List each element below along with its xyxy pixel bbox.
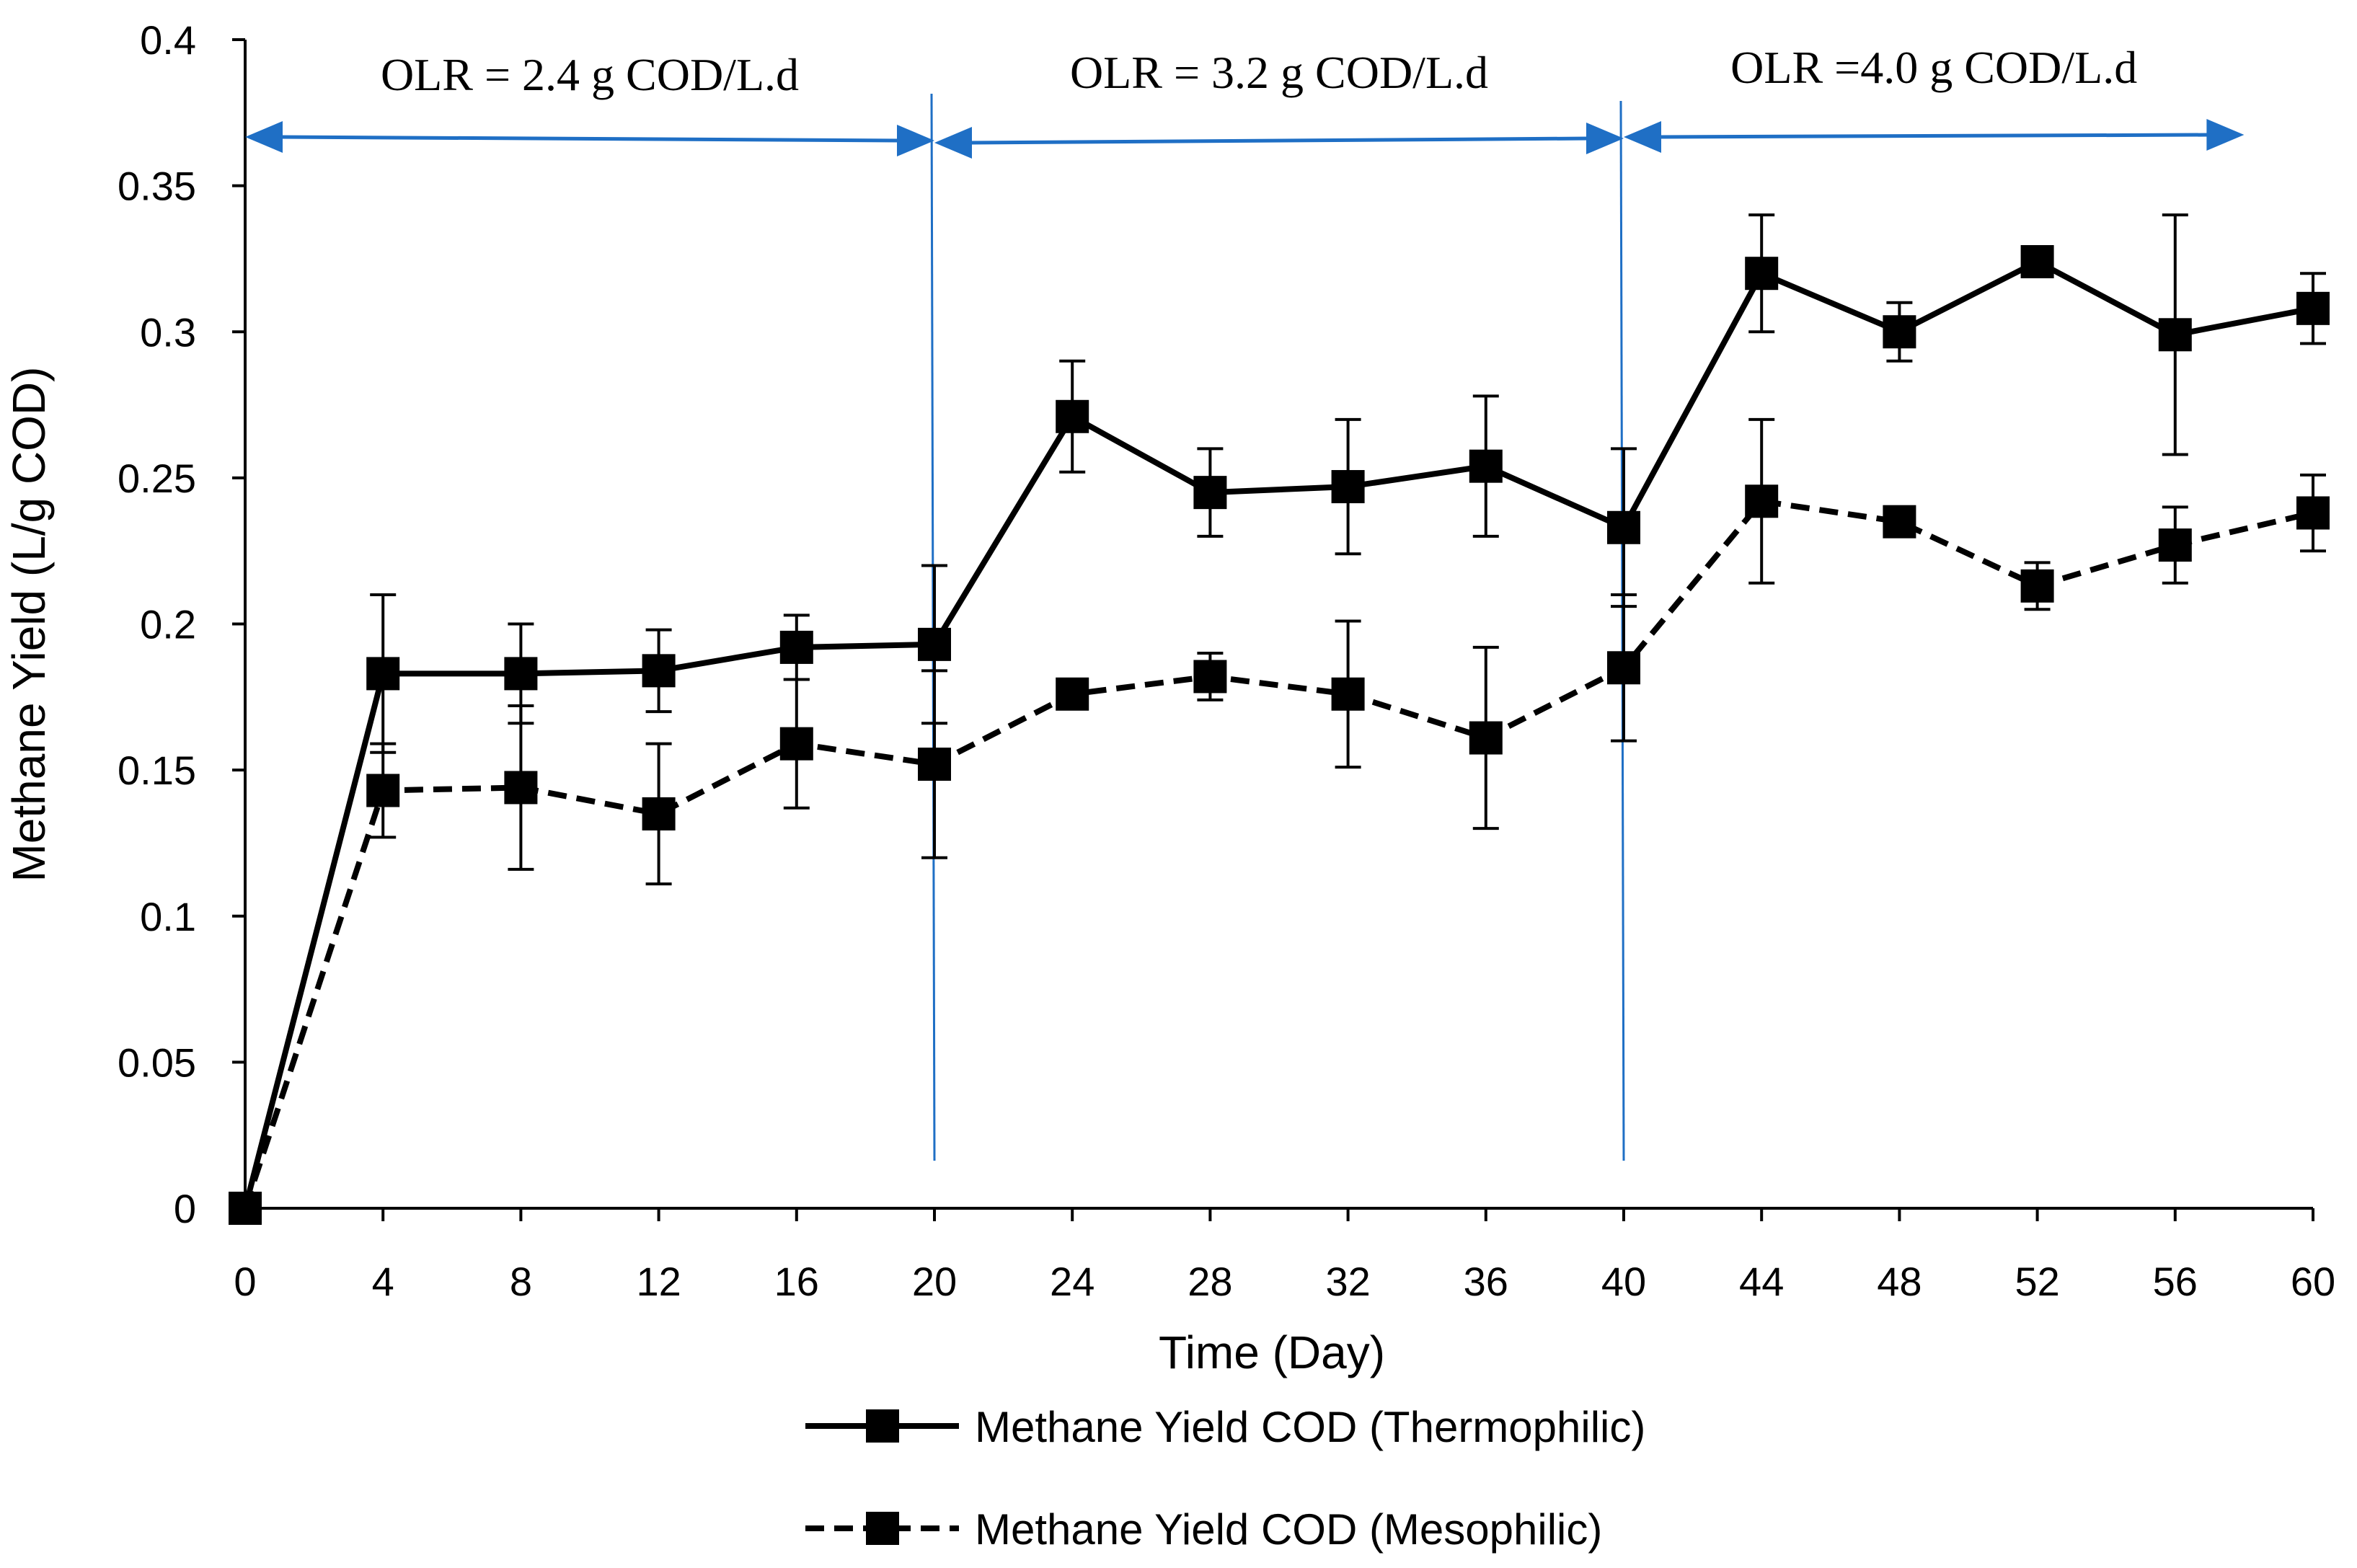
data-point-marker	[779, 727, 813, 761]
data-point-marker	[918, 627, 951, 661]
data-point-marker	[366, 657, 400, 691]
y-tick-label: 0.1	[140, 894, 196, 939]
annotation-label: OLR = 2.4 g COD/L.d	[381, 49, 799, 100]
annotation-arrow-shaft	[968, 136, 1590, 145]
x-tick-label: 24	[1050, 1259, 1095, 1304]
data-point-marker	[1056, 677, 1089, 711]
data-point-marker	[918, 748, 951, 781]
data-point-marker	[2020, 244, 2054, 278]
olr-annotation: OLR =4.0 g COD/L.d	[1624, 42, 2245, 153]
data-point-marker	[504, 657, 538, 691]
y-tick-label: 0.25	[118, 456, 196, 501]
annotation-arrowhead-left	[934, 127, 972, 159]
data-point-marker	[1469, 449, 1503, 483]
x-tick-label: 36	[1464, 1259, 1508, 1304]
x-tick-label: 4	[372, 1259, 394, 1304]
annotation-arrow-shaft	[1658, 133, 2210, 139]
y-tick-label: 0	[174, 1186, 196, 1231]
y-tick-label: 0.4	[140, 17, 196, 63]
data-point-marker	[642, 654, 676, 688]
data-point-marker	[1883, 505, 1916, 539]
legend-label-thermophilic: Methane Yield COD (Thermophilic)	[975, 1403, 1645, 1451]
x-tick-label: 60	[2291, 1259, 2335, 1304]
axes	[244, 40, 2313, 1210]
legend-marker-mesophilic	[866, 1512, 899, 1545]
data-point-marker	[229, 1192, 262, 1225]
x-tick-label: 56	[2153, 1259, 2198, 1304]
x-tick-label: 48	[1877, 1259, 1922, 1304]
y-tick-label: 0.3	[140, 309, 196, 355]
legend-entry-thermophilic: Methane Yield COD (Thermophilic)	[805, 1403, 1645, 1451]
y-tick-label: 0.35	[118, 164, 196, 209]
data-point-marker	[1193, 660, 1227, 694]
data-point-marker	[366, 774, 400, 807]
data-point-marker	[504, 771, 538, 805]
data-point-marker	[2158, 318, 2192, 352]
data-point-marker	[1745, 484, 1779, 518]
reference-lines	[930, 93, 1625, 1161]
data-point-marker	[2296, 291, 2330, 325]
annotation-arrowhead-left	[1624, 121, 1661, 153]
series-line	[242, 258, 2314, 1209]
annotation-arrowhead-left	[245, 121, 283, 153]
x-tick-label: 40	[1601, 1259, 1646, 1304]
data-point-marker	[1607, 510, 1640, 544]
olr-annotations: OLR = 2.4 g COD/L.d OLR = 3.2 g COD/L.d OL…	[245, 42, 2245, 159]
data-point-marker	[1883, 315, 1916, 349]
data-point-marker	[779, 630, 813, 664]
data-point-marker	[1331, 470, 1365, 504]
legend-entry-mesophilic: Methane Yield COD (Mesophilic)	[805, 1505, 1602, 1554]
series-group	[229, 213, 2330, 1225]
x-tick-label: 32	[1325, 1259, 1370, 1304]
series-mesophilic	[229, 417, 2330, 1225]
x-ticks: 0 4 8 12 16 20 24 28 32 36 40 44 48 52 56 60	[234, 1208, 2335, 1304]
x-tick-label: 20	[912, 1259, 957, 1304]
annotation-arrowhead-right	[897, 125, 934, 156]
data-point-marker	[642, 797, 676, 830]
y-ticks: 0 0.05 0.1 0.15 0.2 0.25 0.3 0.35 0.4	[118, 17, 245, 1231]
x-tick-label: 52	[2015, 1259, 2059, 1304]
series-line	[242, 498, 2314, 1210]
data-point-marker	[1056, 399, 1089, 433]
legend-label-mesophilic: Methane Yield COD (Mesophilic)	[975, 1505, 1602, 1554]
x-tick-label: 12	[636, 1259, 681, 1304]
legend: Methane Yield COD (Thermophilic) Methane…	[805, 1403, 1645, 1554]
annotation-arrowhead-right	[2206, 119, 2245, 151]
annotation-arrow-shaft	[279, 135, 901, 143]
x-tick-label: 16	[774, 1259, 819, 1304]
x-tick-label: 0	[234, 1259, 256, 1304]
olr-annotation: OLR = 2.4 g COD/L.d	[245, 49, 934, 156]
data-point-marker	[1193, 476, 1227, 510]
annotation-arrowhead-right	[1586, 123, 1624, 154]
data-point-marker	[2020, 569, 2054, 603]
legend-marker-thermophilic	[866, 1409, 899, 1443]
y-axis-title: Methane Yield (L/g COD)	[3, 367, 55, 882]
y-tick-label: 0.05	[118, 1040, 196, 1085]
data-point-marker	[1607, 651, 1640, 685]
x-axis-title: Time (Day)	[1159, 1326, 1385, 1378]
data-point-marker	[2296, 496, 2330, 530]
y-tick-label: 0.2	[140, 602, 196, 647]
data-point-marker	[1469, 721, 1503, 755]
olr-annotation: OLR = 3.2 g COD/L.d	[934, 47, 1624, 159]
x-tick-label: 44	[1739, 1259, 1784, 1304]
x-tick-label: 8	[510, 1259, 532, 1304]
data-point-marker	[1331, 677, 1365, 711]
data-point-marker	[2158, 528, 2192, 562]
annotation-label: OLR = 3.2 g COD/L.d	[1070, 47, 1488, 98]
y-tick-label: 0.15	[118, 748, 196, 793]
series-thermophilic	[229, 213, 2330, 1225]
annotation-label: OLR =4.0 g COD/L.d	[1730, 42, 2137, 93]
x-tick-label: 28	[1188, 1259, 1232, 1304]
data-point-marker	[1745, 257, 1779, 291]
